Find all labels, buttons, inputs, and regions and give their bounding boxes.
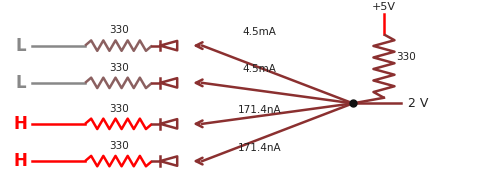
Text: 4.5mA: 4.5mA	[242, 64, 276, 74]
Text: 330: 330	[395, 52, 415, 62]
Text: 330: 330	[108, 63, 128, 73]
Text: 2 V: 2 V	[407, 97, 427, 110]
Text: 4.5mA: 4.5mA	[242, 27, 276, 37]
Text: L: L	[15, 74, 26, 92]
Text: 171.4nA: 171.4nA	[237, 105, 281, 115]
Text: H: H	[13, 152, 27, 170]
Text: H: H	[13, 115, 27, 133]
Text: L: L	[15, 37, 26, 55]
Text: +5V: +5V	[371, 2, 395, 12]
Text: 330: 330	[108, 104, 128, 114]
Text: 330: 330	[108, 141, 128, 151]
Text: 171.4nA: 171.4nA	[237, 143, 281, 153]
Text: 330: 330	[108, 25, 128, 35]
